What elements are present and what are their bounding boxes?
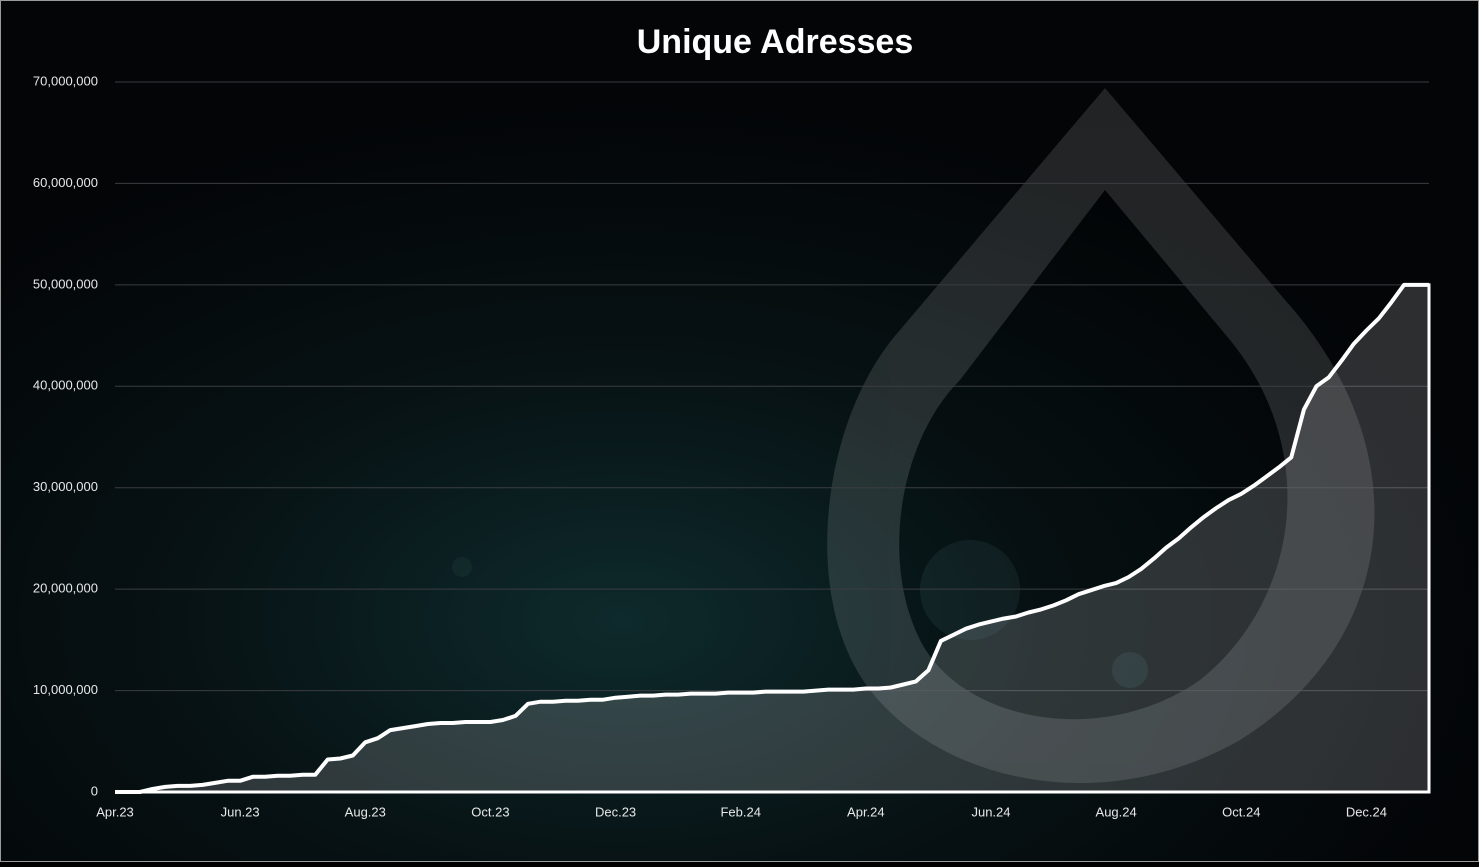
y-tick-label: 40,000,000: [33, 378, 98, 393]
x-tick-label: Jun.24: [971, 804, 1010, 819]
y-tick-label: 50,000,000: [33, 276, 98, 291]
x-tick-label: Aug.24: [1096, 804, 1137, 819]
x-tick-label: Oct.24: [1222, 804, 1260, 819]
y-tick-label: 60,000,000: [33, 175, 98, 190]
x-tick-label: Oct.23: [471, 804, 509, 819]
chart-title: Unique Adresses: [637, 23, 914, 61]
y-tick-label: 30,000,000: [33, 479, 98, 494]
logo-watermark: [452, 88, 1375, 784]
x-tick-label: Dec.24: [1346, 804, 1387, 819]
x-tick-label: Jun.23: [221, 804, 260, 819]
area-line: [115, 282, 1429, 794]
y-tick-label: 0: [91, 783, 98, 798]
y-tick-label: 20,000,000: [33, 581, 98, 596]
x-tick-label: Dec.23: [595, 804, 636, 819]
x-tick-label: Apr.23: [96, 804, 134, 819]
y-tick-label: 70,000,000: [33, 73, 98, 88]
x-tick-label: Feb.24: [720, 804, 760, 819]
y-tick-label: 10,000,000: [33, 682, 98, 697]
x-tick-label: Aug.23: [345, 804, 386, 819]
x-tick-label: Apr.24: [847, 804, 885, 819]
